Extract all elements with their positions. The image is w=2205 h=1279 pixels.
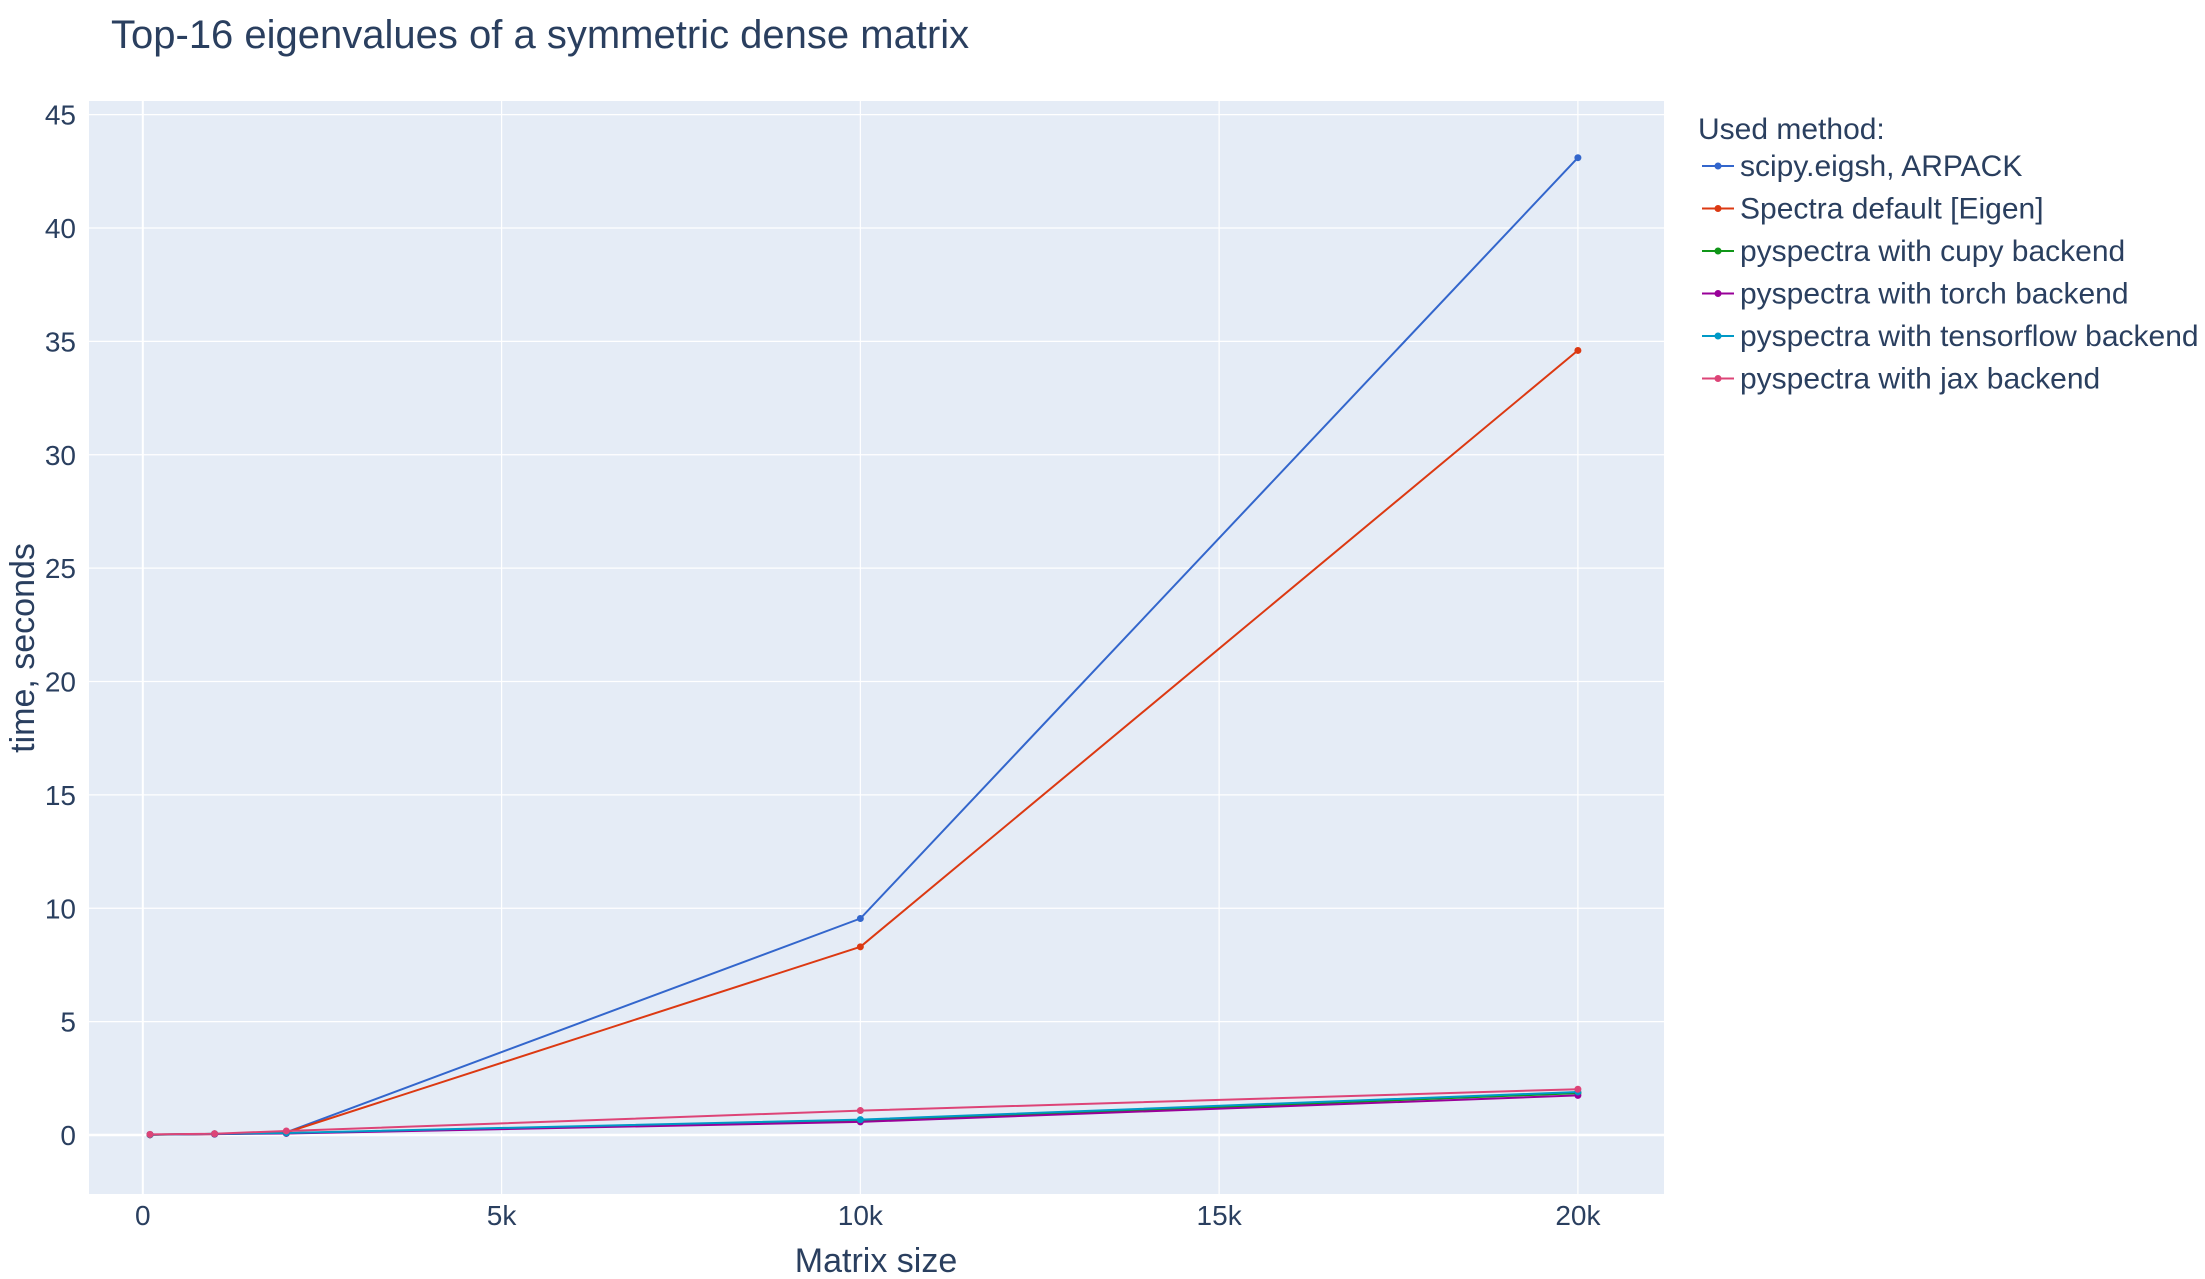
legend-marker xyxy=(1714,332,1722,340)
data-point xyxy=(856,1107,864,1115)
y-tick-label: 35 xyxy=(45,326,76,357)
legend-title: Used method: xyxy=(1698,113,1885,146)
data-point xyxy=(856,1116,864,1124)
y-tick-label: 45 xyxy=(45,100,76,131)
x-tick-label: 20k xyxy=(1555,1200,1601,1231)
data-point xyxy=(146,1130,154,1138)
data-point xyxy=(211,1130,219,1138)
legend-item[interactable]: scipy.eigsh, ARPACK xyxy=(1702,150,2022,183)
y-axis-ticks: 0 5 10 15 20 25 30 35 40 45 xyxy=(45,100,76,1151)
y-tick-label: 20 xyxy=(45,667,76,698)
y-tick-label: 30 xyxy=(45,440,76,471)
data-point xyxy=(1574,346,1582,354)
legend-item[interactable]: pyspectra with tensorflow backend xyxy=(1702,320,2199,353)
x-axis-ticks: 0 5k 10k 15k 20k xyxy=(135,1200,1601,1231)
legend-item[interactable]: pyspectra with cupy backend xyxy=(1702,235,2125,268)
data-point xyxy=(1574,154,1582,162)
data-point xyxy=(856,943,864,951)
y-tick-label: 25 xyxy=(45,553,76,584)
y-tick-label: 15 xyxy=(45,780,76,811)
y-axis-title: time, seconds xyxy=(4,543,42,753)
x-tick-label: 0 xyxy=(135,1200,151,1231)
data-point xyxy=(1574,1085,1582,1093)
plot-area xyxy=(89,101,1664,1194)
legend-label: pyspectra with cupy backend xyxy=(1740,235,2125,268)
legend-marker xyxy=(1714,247,1722,255)
data-point xyxy=(856,914,864,922)
legend-label: pyspectra with torch backend xyxy=(1740,278,2129,311)
legend-item[interactable]: pyspectra with torch backend xyxy=(1702,278,2129,311)
grid-lines xyxy=(89,101,1664,1194)
legend-items: scipy.eigsh, ARPACK Spectra default [Eige… xyxy=(1702,150,2199,396)
legend-item[interactable]: pyspectra with jax backend xyxy=(1702,363,2100,396)
x-tick-label: 10k xyxy=(838,1200,884,1231)
x-tick-label: 5k xyxy=(487,1200,518,1231)
y-tick-label: 40 xyxy=(45,213,76,244)
data-point xyxy=(282,1127,290,1135)
legend-marker xyxy=(1714,162,1722,170)
legend: Used method: scipy.eigsh, ARPACK Spectra … xyxy=(1698,113,2199,396)
legend-marker xyxy=(1714,205,1722,212)
y-tick-label: 0 xyxy=(60,1120,76,1151)
y-tick-label: 5 xyxy=(60,1007,76,1038)
legend-label: scipy.eigsh, ARPACK xyxy=(1740,150,2022,183)
legend-item[interactable]: Spectra default [Eigen] xyxy=(1702,193,2044,226)
legend-label: pyspectra with tensorflow backend xyxy=(1740,320,2199,353)
x-tick-label: 15k xyxy=(1197,1200,1243,1231)
y-tick-label: 10 xyxy=(45,893,76,924)
series-markers xyxy=(146,154,1582,1139)
legend-label: Spectra default [Eigen] xyxy=(1740,193,2044,226)
legend-marker xyxy=(1714,290,1722,297)
x-axis-title: Matrix size xyxy=(795,1242,957,1279)
legend-marker xyxy=(1714,375,1722,382)
chart-title: Top-16 eigenvalues of a symmetric dense … xyxy=(111,13,969,57)
legend-label: pyspectra with jax backend xyxy=(1740,363,2100,396)
